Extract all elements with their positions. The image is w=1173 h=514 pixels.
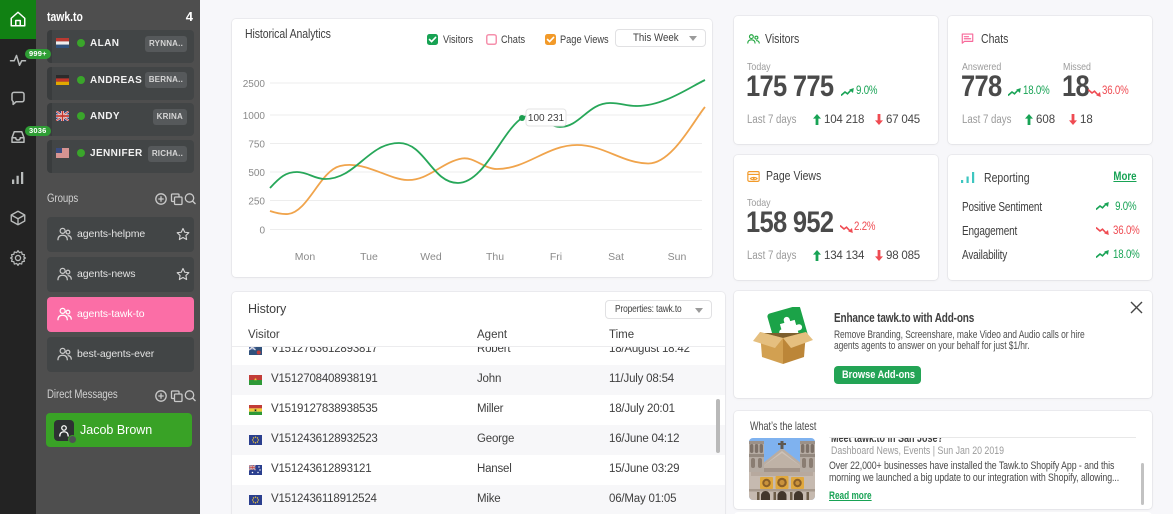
svg-text:Wed: Wed xyxy=(420,251,442,263)
svg-text:Mon: Mon xyxy=(295,251,316,263)
svg-text:Fri: Fri xyxy=(550,251,562,263)
svg-text:100 231: 100 231 xyxy=(528,113,565,124)
svg-text:250: 250 xyxy=(248,197,265,208)
svg-text:Sun: Sun xyxy=(668,251,687,263)
svg-text:Tue: Tue xyxy=(360,251,378,263)
svg-text:750: 750 xyxy=(248,140,265,151)
svg-text:0: 0 xyxy=(259,226,265,237)
svg-text:2500: 2500 xyxy=(243,79,266,90)
svg-text:Thu: Thu xyxy=(486,251,504,263)
svg-text:500: 500 xyxy=(248,168,265,179)
svg-text:1000: 1000 xyxy=(243,111,266,122)
svg-text:Sat: Sat xyxy=(608,251,624,263)
